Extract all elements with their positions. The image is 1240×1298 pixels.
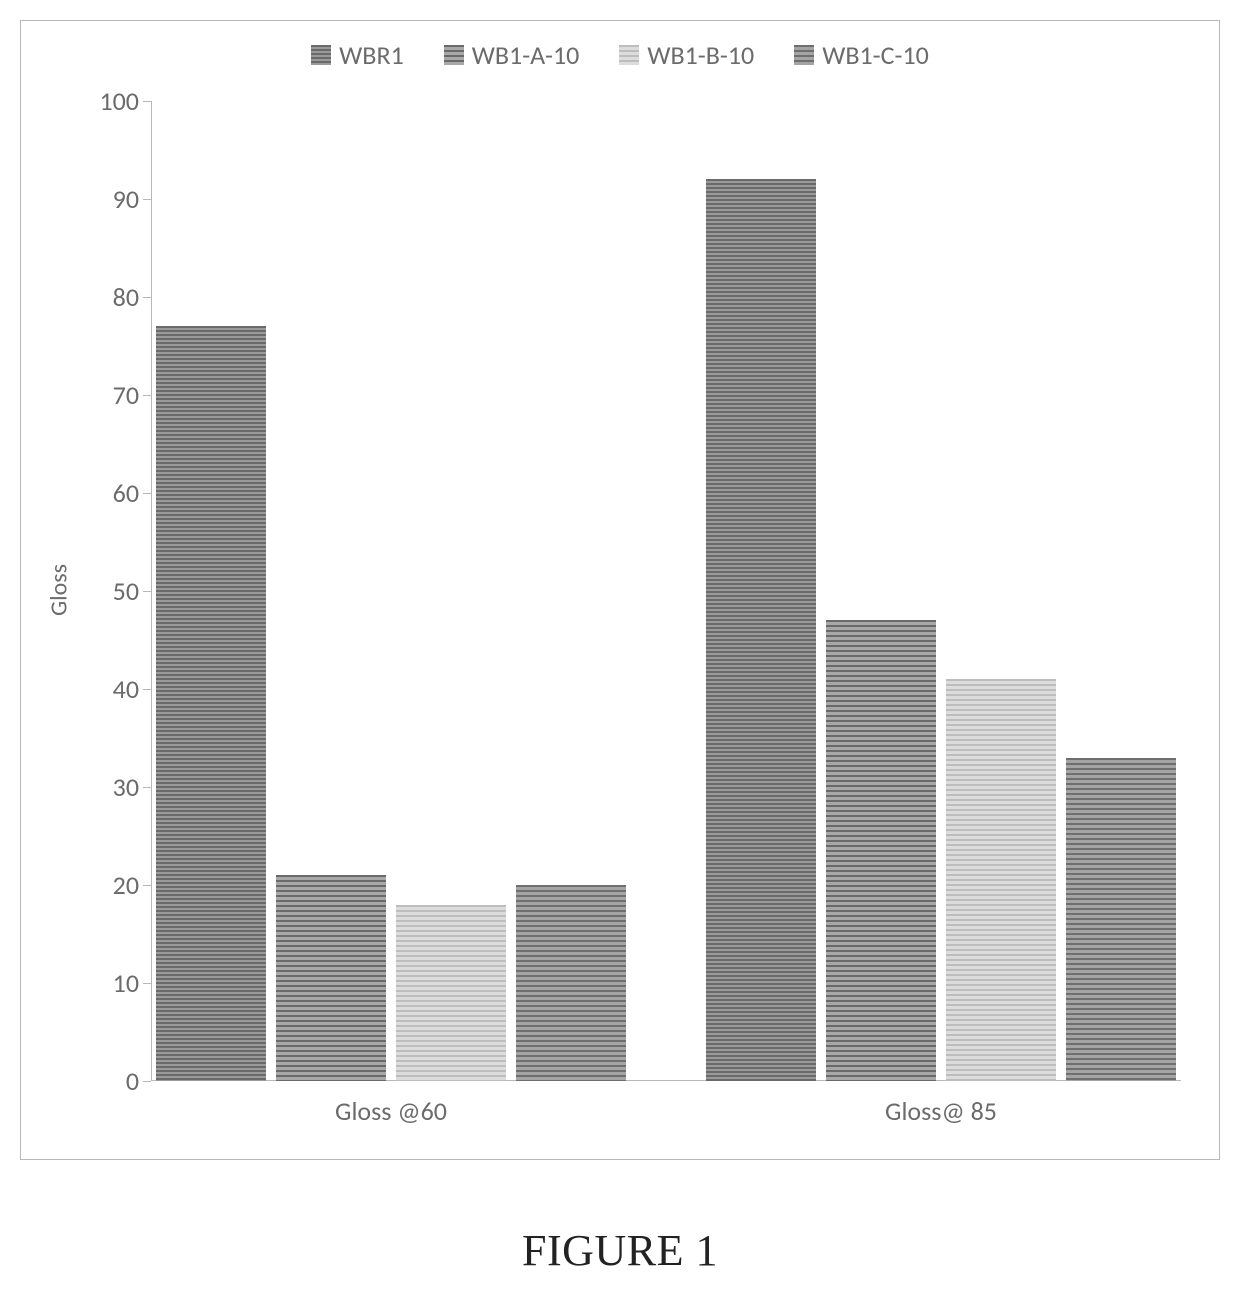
- ytick-mark: [143, 101, 151, 102]
- ytick-label: 30: [79, 771, 139, 803]
- ytick-mark: [143, 297, 151, 298]
- ytick-label: 100: [79, 85, 139, 117]
- ytick-mark: [143, 1081, 151, 1082]
- bar: [946, 679, 1056, 1081]
- legend-label: WB1-B-10: [647, 39, 754, 71]
- page: WBR1 WB1-A-10 WB1-B-10 WB1-C-10 Gloss 01…: [0, 0, 1240, 1298]
- legend-swatch-wb1b10: [619, 45, 639, 65]
- ytick-label: 90: [79, 183, 139, 215]
- bar: [516, 885, 626, 1081]
- legend-label: WB1-C-10: [822, 39, 929, 71]
- bar: [156, 326, 266, 1081]
- ytick-label: 60: [79, 477, 139, 509]
- ytick-mark: [143, 591, 151, 592]
- legend-label: WBR1: [339, 39, 404, 71]
- xtick-label: Gloss@ 85: [885, 1095, 997, 1127]
- legend-swatch-wbr1: [311, 45, 331, 65]
- bar: [396, 905, 506, 1081]
- ytick-label: 0: [79, 1065, 139, 1097]
- bar: [826, 620, 936, 1081]
- legend-item: WB1-A-10: [444, 39, 580, 71]
- y-axis-line: [151, 101, 152, 1081]
- ytick-label: 80: [79, 281, 139, 313]
- bar: [1066, 758, 1176, 1081]
- y-axis-label: Gloss: [45, 564, 74, 616]
- xtick-label: Gloss @60: [335, 1095, 447, 1127]
- bar: [706, 179, 816, 1081]
- legend-item: WB1-C-10: [794, 39, 929, 71]
- ytick-label: 40: [79, 673, 139, 705]
- legend-label: WB1-A-10: [472, 39, 580, 71]
- legend-item: WBR1: [311, 39, 404, 71]
- legend-item: WB1-B-10: [619, 39, 754, 71]
- plot-area: 0102030405060708090100Gloss @60Gloss@ 85: [151, 101, 1181, 1081]
- ytick-mark: [143, 395, 151, 396]
- ytick-mark: [143, 689, 151, 690]
- ytick-mark: [143, 199, 151, 200]
- ytick-label: 20: [79, 869, 139, 901]
- chart-frame: WBR1 WB1-A-10 WB1-B-10 WB1-C-10 Gloss 01…: [20, 20, 1220, 1160]
- ytick-mark: [143, 885, 151, 886]
- legend-swatch-wb1a10: [444, 45, 464, 65]
- ytick-label: 70: [79, 379, 139, 411]
- legend: WBR1 WB1-A-10 WB1-B-10 WB1-C-10: [21, 39, 1219, 71]
- bar: [276, 875, 386, 1081]
- legend-swatch-wb1c10: [794, 45, 814, 65]
- figure-caption: FIGURE 1: [0, 1225, 1240, 1276]
- ytick-label: 10: [79, 967, 139, 999]
- ytick-mark: [143, 493, 151, 494]
- ytick-label: 50: [79, 575, 139, 607]
- ytick-mark: [143, 983, 151, 984]
- ytick-mark: [143, 787, 151, 788]
